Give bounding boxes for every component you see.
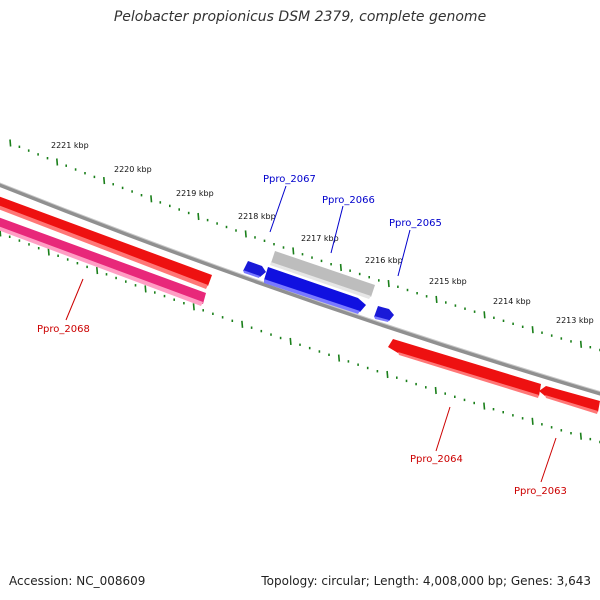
kbp-label-2217: 2217 kbp [301, 234, 339, 243]
upper-ruler-tick [483, 311, 486, 319]
genome-stats-text: Topology: circular; Length: 4,008,000 bp… [261, 574, 591, 588]
upper-ruler-tick [579, 340, 583, 348]
lower-ruler-tick [289, 337, 292, 345]
lower-ruler-tick [531, 417, 534, 425]
leader-line-Ppro_2067 [269, 185, 287, 233]
upper-ruler-tick [244, 230, 247, 238]
upper-ruler-tick [387, 280, 390, 288]
kbp-label-2220: 2220 kbp [114, 165, 152, 174]
kbp-label-2219: 2219 kbp [176, 189, 214, 198]
leader-line-Ppro_2064 [435, 406, 451, 452]
leader-line-Ppro_2063 [540, 437, 557, 483]
lower-ruler-tick [96, 267, 99, 275]
gene-label-Ppro_2063: Ppro_2063 [514, 486, 567, 497]
upper-ruler-tick [9, 139, 12, 147]
accession-text: Accession: NC_008609 [9, 574, 146, 588]
feature-gray-bar[interactable] [271, 251, 375, 297]
gene-Ppro_2066[interactable] [264, 267, 366, 312]
map-title: Pelobacter propionicus DSM 2379, complet… [113, 9, 487, 25]
leader-line-Ppro_2065 [397, 229, 411, 277]
kbp-label-2216: 2216 kbp [365, 256, 403, 265]
lower-ruler-tick [386, 370, 389, 379]
lower-ruler-tick [483, 402, 486, 410]
lower-ruler-tick [241, 320, 244, 328]
upper-ruler-tick [292, 247, 295, 255]
leader-line-Ppro_2066 [330, 205, 344, 254]
kbp-label-2214: 2214 kbp [493, 297, 531, 306]
kbp-label-2218: 2218 kbp [238, 212, 276, 221]
gene-Ppro_2064[interactable] [388, 339, 541, 396]
upper-ruler-tick [150, 195, 153, 203]
kbp-label-2221: 2221 kbp [51, 141, 89, 150]
gene-label-Ppro_2068: Ppro_2068 [37, 324, 90, 335]
upper-ruler-tick [435, 295, 438, 303]
lower-ruler-tick [434, 386, 437, 395]
gene-label-Ppro_2064: Ppro_2064 [410, 454, 463, 465]
gene-Ppro_2068[interactable] [0, 217, 206, 304]
gene-label-Ppro_2066: Ppro_2066 [322, 195, 375, 206]
lower-ruler-tick [47, 248, 50, 256]
kbp-labels: 2221 kbp 2220 kbp 2219 kbp 2218 kbp 2217… [51, 141, 594, 325]
leader-line-Ppro_2068 [65, 278, 84, 321]
gene-Ppro_2063[interactable] [539, 386, 600, 412]
lower-ruler-tick [579, 432, 582, 440]
feature-red-bar-left[interactable] [0, 196, 212, 286]
upper-ruler-tick [339, 263, 342, 272]
tick-marks [0, 139, 600, 444]
gene-Ppro_2065[interactable] [374, 306, 394, 321]
upper-ruler-tick [531, 326, 534, 334]
lower-ruler-tick [192, 303, 195, 311]
upper-ruler-tick [197, 212, 200, 221]
genome-backbone [0, 182, 600, 396]
upper-ruler-tick [103, 177, 106, 185]
kbp-label-2215: 2215 kbp [429, 277, 467, 286]
gene-label-Ppro_2065: Ppro_2065 [389, 218, 442, 229]
gene-label-Ppro_2067: Ppro_2067 [263, 174, 316, 185]
kbp-label-2213: 2213 kbp [556, 316, 594, 325]
lower-ruler-tick [144, 285, 147, 293]
upper-ruler-tick [56, 158, 59, 166]
lower-ruler-tick [337, 354, 341, 362]
